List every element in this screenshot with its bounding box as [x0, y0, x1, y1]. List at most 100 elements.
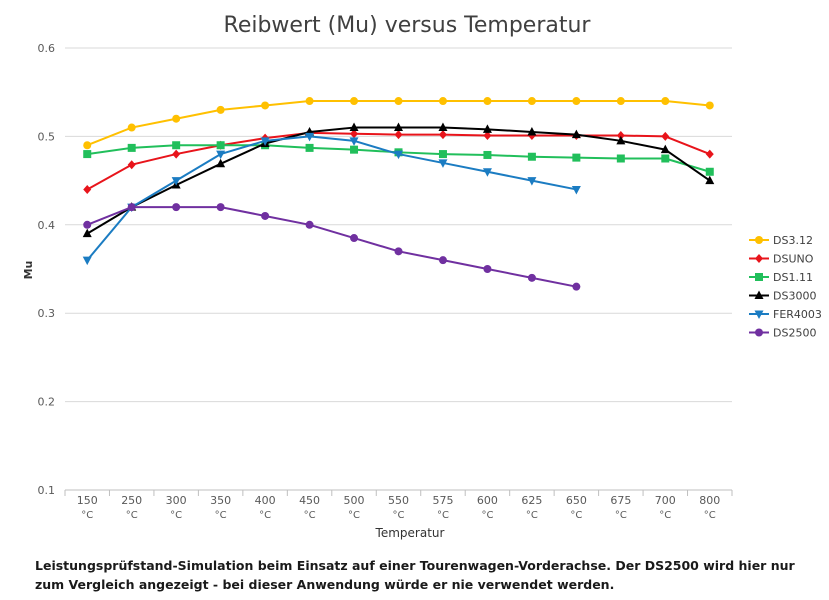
data-point: [438, 150, 447, 159]
caption: Leistungsprüfstand-Simulation beim Einsa…: [35, 558, 795, 592]
y-tick-label: 0.5: [38, 130, 56, 143]
data-point: [305, 97, 314, 106]
data-point: [616, 131, 625, 141]
data-point: [572, 97, 581, 106]
y-tick-label: 0.3: [38, 307, 56, 320]
data-point: [661, 154, 670, 163]
x-tick-label: 700: [655, 494, 676, 507]
x-tick-label: 350: [210, 494, 231, 507]
x-tick-label: 500: [344, 494, 365, 507]
series-ds3000: [82, 122, 715, 238]
data-point: [305, 143, 314, 152]
data-point: [394, 150, 403, 160]
y-axis-label: Mu: [22, 261, 35, 280]
data-point: [394, 97, 403, 106]
legend-label: DSUNO: [773, 253, 814, 266]
series-ds3-12: [83, 97, 714, 150]
legend-marker: [755, 254, 763, 263]
y-tick-label: 0.1: [38, 484, 56, 497]
x-tick-unit: °C: [659, 510, 671, 521]
series-line: [86, 126, 711, 235]
x-tick-label: 575: [432, 494, 453, 507]
data-point: [394, 130, 403, 140]
data-point: [171, 177, 181, 186]
data-point: [616, 97, 625, 106]
data-point: [705, 149, 714, 159]
x-tick-label: 800: [699, 494, 720, 507]
data-point: [394, 247, 403, 256]
y-axis-ticks: 0.1 0.2 0.3 0.4 0.5 0.6: [38, 42, 56, 497]
data-point: [216, 141, 225, 150]
x-tick-unit: °C: [570, 510, 582, 521]
legend-item: DS1.11: [749, 271, 813, 284]
data-point: [571, 185, 581, 195]
data-point: [83, 220, 92, 229]
legend-marker: [755, 273, 763, 281]
data-point: [83, 184, 92, 194]
data-point: [82, 228, 92, 238]
x-tick-label: 550: [388, 494, 409, 507]
x-tick-unit: °C: [526, 510, 538, 521]
data-point: [172, 141, 181, 150]
data-point: [661, 97, 670, 106]
legend-item: DSUNO: [749, 253, 814, 266]
data-point: [527, 97, 536, 106]
data-point: [261, 101, 270, 110]
data-point: [350, 97, 359, 106]
data-point: [216, 150, 226, 160]
legend-label: DS3000: [773, 290, 816, 303]
data-point: [660, 144, 670, 154]
legend: DS3.12 DSUNO DS1.11 DS3000 FER4003 DS2500: [749, 234, 822, 340]
data-point: [305, 132, 315, 142]
data-point: [483, 150, 492, 159]
data-point: [350, 234, 359, 243]
data-point: [172, 149, 181, 159]
data-point: [705, 101, 714, 110]
x-tick-label: 250: [121, 494, 142, 507]
data-point: [216, 105, 225, 114]
data-point: [261, 211, 270, 220]
chart-title: Reibwert (Mu) versus Temperatur: [224, 13, 592, 38]
series-fer4003: [82, 132, 581, 266]
data-point: [83, 141, 92, 150]
data-point: [438, 122, 448, 132]
data-point: [350, 145, 359, 154]
x-tick-unit: °C: [704, 510, 716, 521]
legend-item: DS3.12: [749, 234, 813, 247]
data-point: [127, 143, 136, 152]
x-tick-unit: °C: [481, 510, 493, 521]
data-point: [349, 137, 359, 146]
data-point: [349, 122, 359, 132]
x-tick-label: 300: [166, 494, 187, 507]
series-ds2500: [83, 203, 581, 291]
data-point: [705, 167, 714, 176]
x-tick-unit: °C: [348, 510, 360, 521]
data-point: [305, 220, 314, 229]
data-point: [527, 152, 536, 161]
data-point: [127, 203, 136, 212]
data-point: [216, 203, 225, 212]
data-point: [216, 158, 226, 168]
data-point: [527, 273, 536, 282]
data-point: [83, 150, 92, 159]
series-line: [86, 131, 711, 191]
legend-label: DS1.11: [773, 271, 813, 284]
y-tick-label: 0.6: [38, 42, 56, 55]
x-tick-label: 450: [299, 494, 320, 507]
data-point: [661, 131, 670, 141]
data-point: [127, 160, 136, 170]
x-tick-unit: °C: [170, 510, 182, 521]
data-point: [527, 126, 537, 136]
legend-label: DS2500: [773, 327, 816, 340]
legend-label: FER4003: [773, 308, 822, 321]
y-tick-label: 0.4: [38, 219, 56, 232]
x-tick-label: 650: [566, 494, 587, 507]
data-point: [172, 114, 181, 123]
x-tick-label: 400: [255, 494, 276, 507]
data-point: [483, 131, 492, 141]
data-point: [705, 175, 715, 185]
legend-marker: [754, 290, 764, 299]
legend-item: DS2500: [749, 327, 816, 340]
data-point: [482, 124, 492, 133]
data-point: [394, 122, 403, 132]
